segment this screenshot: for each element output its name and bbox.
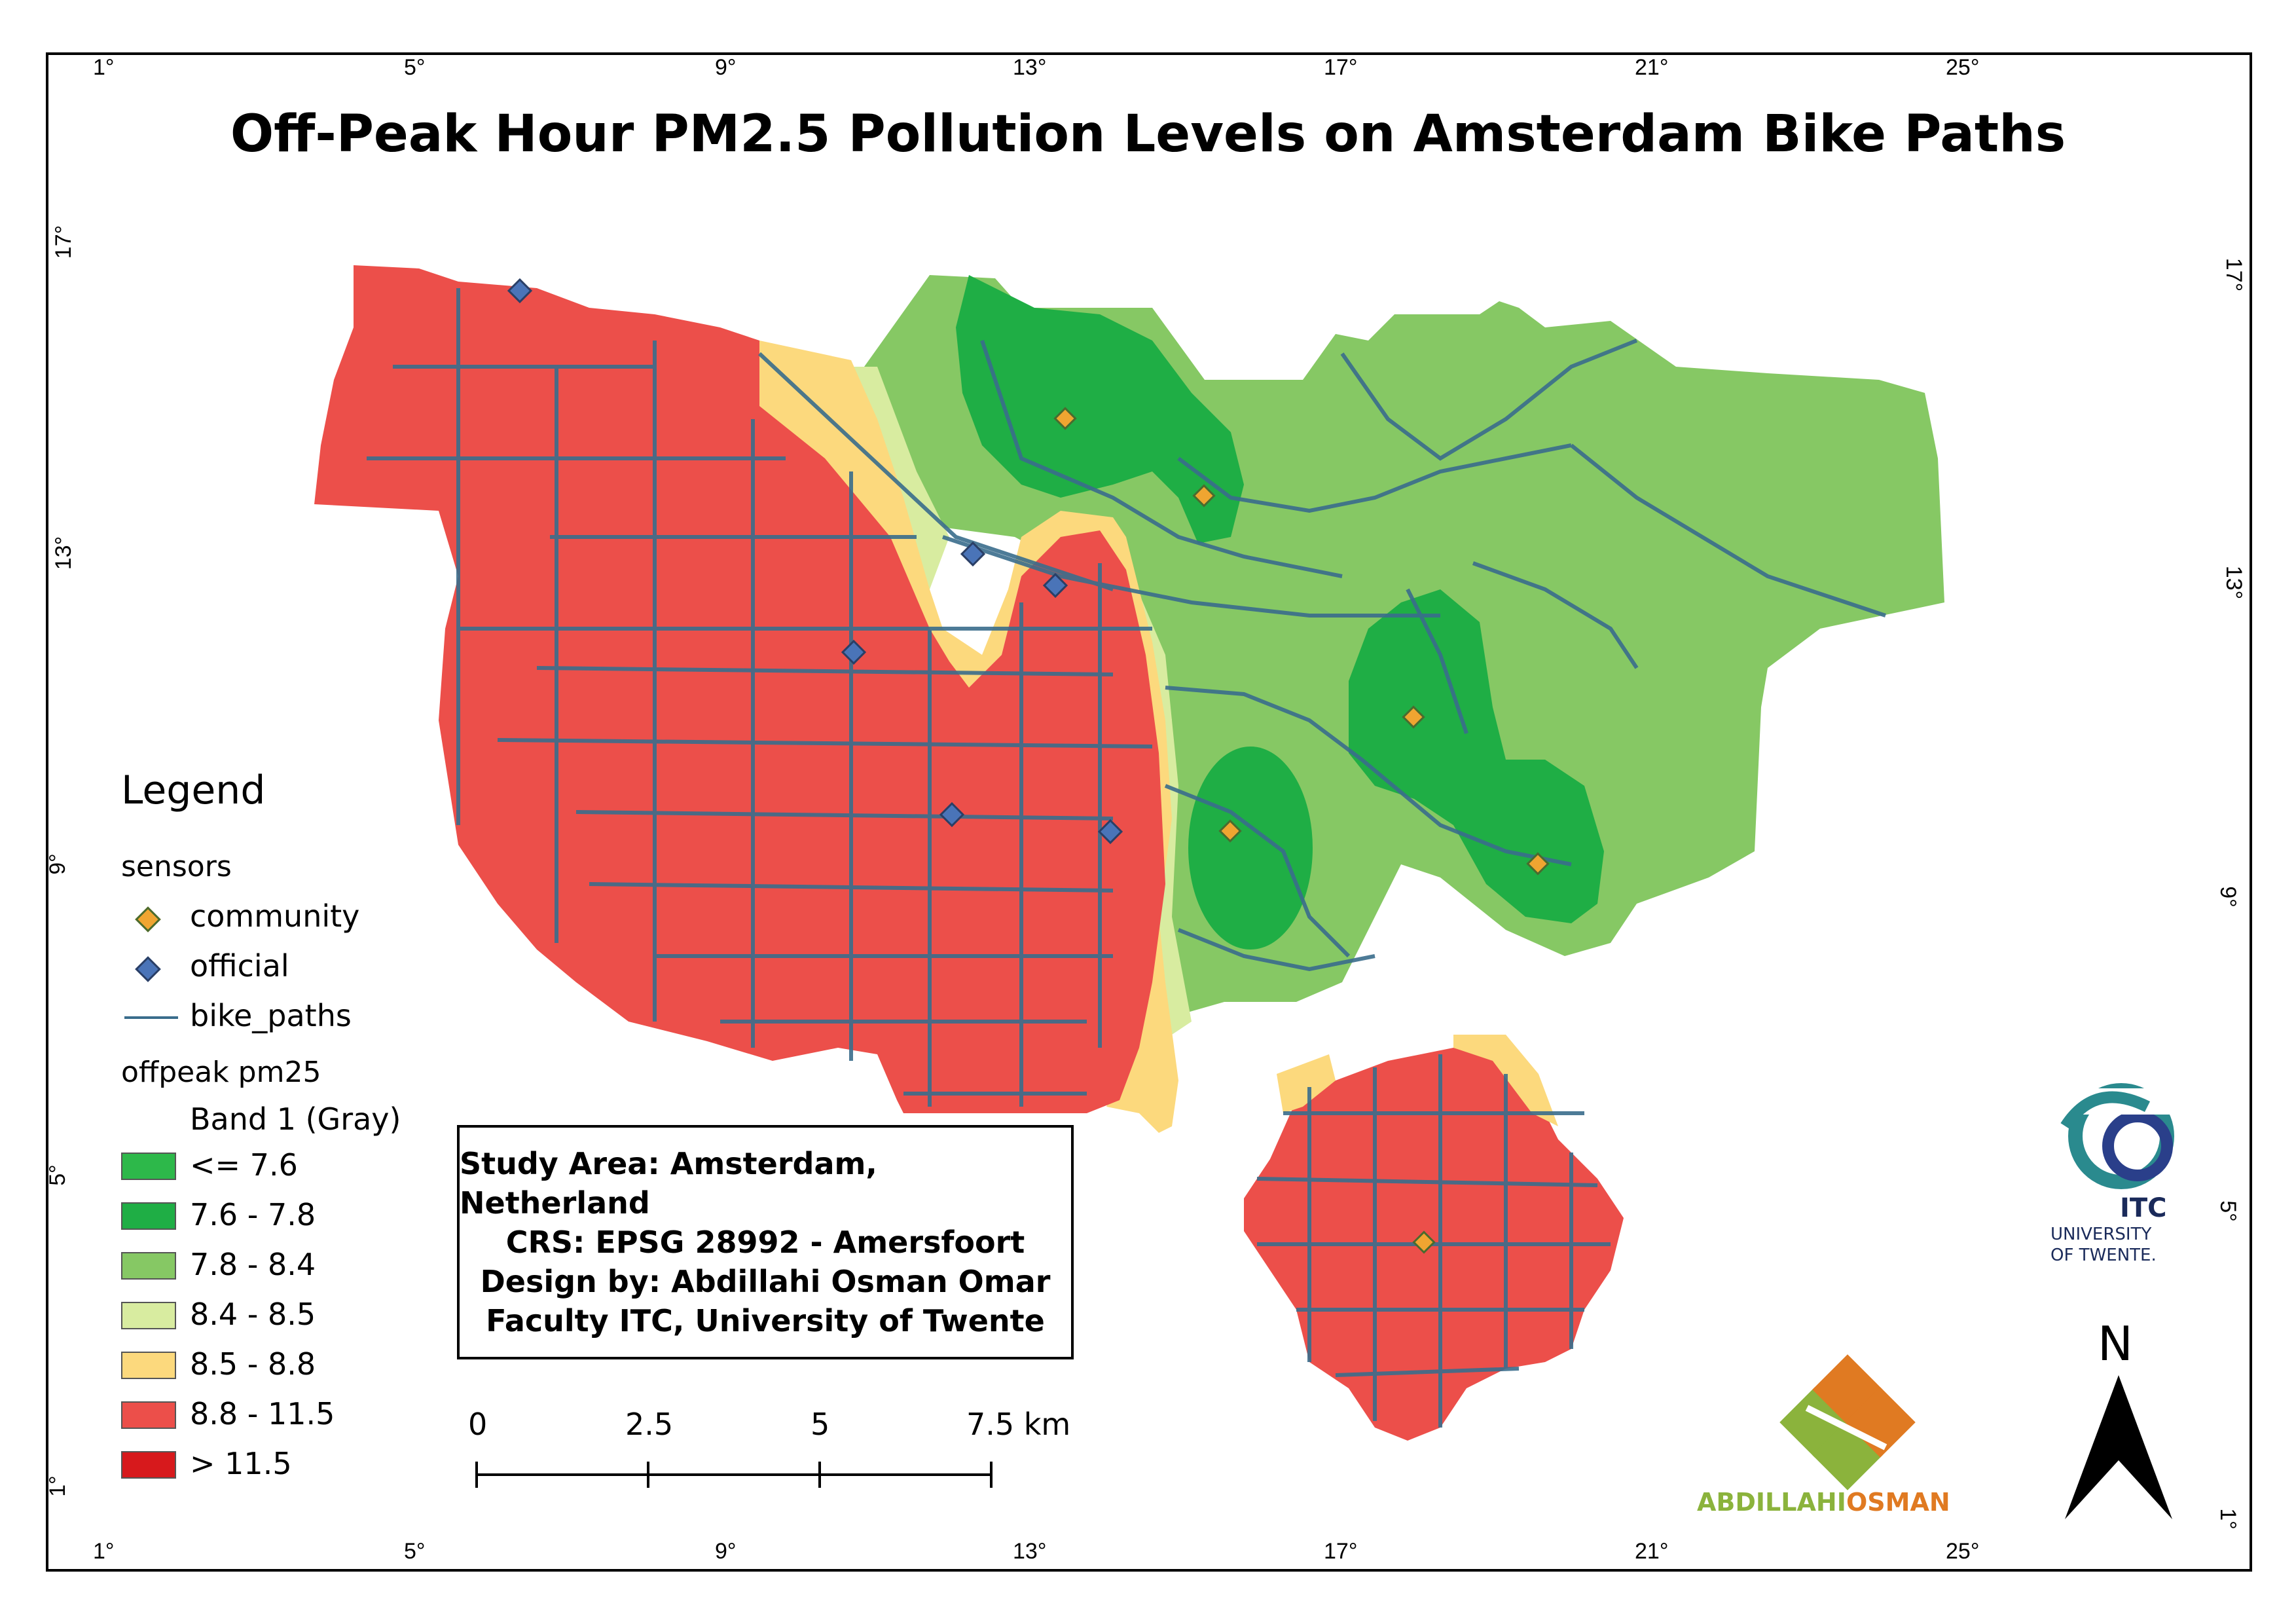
bike-path-legend-icon xyxy=(124,1016,178,1019)
bike-path xyxy=(1177,443,1572,513)
bike-path xyxy=(980,340,1343,578)
legend-swatch xyxy=(121,1352,176,1379)
north-arrow-icon xyxy=(2065,1375,2172,1519)
legend-class-label: <= 7.6 xyxy=(190,1147,298,1183)
legend-swatch xyxy=(121,1252,176,1280)
legend-raster-heading: offpeak pm25 xyxy=(121,1056,321,1089)
community-sensor-marker[interactable] xyxy=(1526,852,1550,876)
info-crs: CRS: EPSG 28992 - Amersfoort xyxy=(505,1225,1025,1260)
zone-8.4-8.5 xyxy=(851,367,1192,1035)
map-info-box: Study Area: Amsterdam, Netherland CRS: E… xyxy=(457,1125,1074,1359)
official-sensor-marker[interactable] xyxy=(841,639,867,665)
scale-label: 2.5 xyxy=(625,1407,674,1442)
legend-sensors-heading: sensors xyxy=(121,850,232,883)
official-sensors xyxy=(507,278,1123,845)
grid-label-top: 21° xyxy=(1635,55,1669,80)
legend-class-label: > 11.5 xyxy=(190,1446,292,1481)
scale-label: 5 xyxy=(811,1407,830,1442)
bike-path xyxy=(1335,1367,1520,1377)
grid-label-top: 13° xyxy=(1013,55,1047,80)
community-sensors xyxy=(1053,407,1550,1254)
zone-7.6-7.8 xyxy=(1349,589,1604,923)
grid-label-bottom: 9° xyxy=(715,1539,737,1564)
map-frame xyxy=(46,52,2252,1572)
info-study-area: Study Area: Amsterdam, Netherland xyxy=(460,1146,877,1221)
legend-class-label: 7.8 - 8.4 xyxy=(190,1247,316,1282)
bike-path xyxy=(536,666,1114,676)
university-line1: UNIVERSITY xyxy=(2050,1225,2152,1244)
legend-class-label: 8.8 - 11.5 xyxy=(190,1396,335,1431)
bike-paths xyxy=(367,288,1886,1428)
official-sensor-marker[interactable] xyxy=(939,802,965,828)
zone-8.8-11.5-west xyxy=(314,265,1165,1113)
grid-label-bottom: 17° xyxy=(1324,1539,1358,1564)
official-sensor-marker[interactable] xyxy=(507,278,533,304)
bike-path xyxy=(497,738,1153,748)
official-sensor-marker[interactable] xyxy=(1042,572,1068,599)
grid-label-bottom: 5° xyxy=(404,1539,426,1564)
grid-label-bottom: 1° xyxy=(93,1539,115,1564)
grid-label-top: 25° xyxy=(1946,55,1980,80)
north-label: N xyxy=(2098,1316,2133,1371)
legend-official-label: official xyxy=(190,948,289,984)
designer-logo-icon xyxy=(1779,1354,1916,1490)
scale-label: 7.5 km xyxy=(966,1407,1071,1442)
legend-bike-paths-label: bike_paths xyxy=(190,998,352,1033)
bike-path xyxy=(1472,561,1639,669)
bike-path xyxy=(1406,588,1468,734)
legend-swatch xyxy=(121,1302,176,1329)
grid-label-top: 17° xyxy=(1324,55,1358,80)
designer-first-name: ABDILLAHI xyxy=(1697,1488,1846,1517)
grid-label-bottom: 13° xyxy=(1013,1539,1047,1564)
community-sensor-marker[interactable] xyxy=(1053,407,1077,430)
bike-path xyxy=(1164,784,1351,958)
bike-path xyxy=(575,810,1114,821)
zone-7.6-7.8 xyxy=(956,275,1244,544)
bike-path xyxy=(1177,928,1376,972)
grid-label-top: 1° xyxy=(93,55,115,80)
bike-path xyxy=(1256,1177,1598,1187)
community-sensor-marker[interactable] xyxy=(1402,705,1425,729)
itc-logo-icon xyxy=(2060,1083,2180,1189)
official-sensor-marker[interactable] xyxy=(1097,819,1123,845)
info-designer: Design by: Abdillahi Osman Omar xyxy=(480,1264,1051,1299)
legend-swatch xyxy=(121,1401,176,1429)
official-sensor-marker[interactable] xyxy=(960,541,986,567)
bike-path xyxy=(1570,443,1886,618)
grid-label-top: 9° xyxy=(715,55,737,80)
zone-8.5-8.8-south xyxy=(1277,1035,1558,1126)
bike-path xyxy=(1165,686,1572,866)
legend-swatch xyxy=(121,1202,176,1230)
university-line2: OF TWENTE. xyxy=(2050,1246,2157,1265)
zone-7.6-7.8 xyxy=(1188,747,1313,950)
map-title: Off-Peak Hour PM2.5 Pollution Levels on … xyxy=(230,105,2066,164)
bike-path xyxy=(942,535,1440,618)
grid-label-bottom: 21° xyxy=(1635,1539,1669,1564)
legend-band-label: Band 1 (Gray) xyxy=(190,1101,401,1137)
bike-path xyxy=(1340,339,1638,461)
community-sensor-marker[interactable] xyxy=(1412,1230,1436,1254)
legend-swatch xyxy=(121,1451,176,1479)
community-sensor-marker[interactable] xyxy=(1192,484,1216,507)
scale-label: 0 xyxy=(468,1407,488,1442)
scale-bar xyxy=(475,1462,993,1488)
itc-logo-text: ITC xyxy=(2120,1193,2167,1223)
legend-community-label: community xyxy=(190,898,360,934)
info-faculty: Faculty ITC, University of Twente xyxy=(486,1303,1045,1338)
community-sensor-marker[interactable] xyxy=(1218,819,1242,843)
legend-title: Legend xyxy=(121,767,266,813)
legend-swatch xyxy=(121,1153,176,1180)
legend-class-label: 8.5 - 8.8 xyxy=(190,1346,316,1382)
legend-class-label: 8.4 - 8.5 xyxy=(190,1297,316,1332)
designer-last-name: OSMAN xyxy=(1846,1488,1950,1517)
bike-path xyxy=(757,352,1114,591)
grid-label-top: 5° xyxy=(404,55,426,80)
grid-label-bottom: 25° xyxy=(1946,1539,1980,1564)
legend-class-label: 7.6 - 7.8 xyxy=(190,1197,316,1232)
